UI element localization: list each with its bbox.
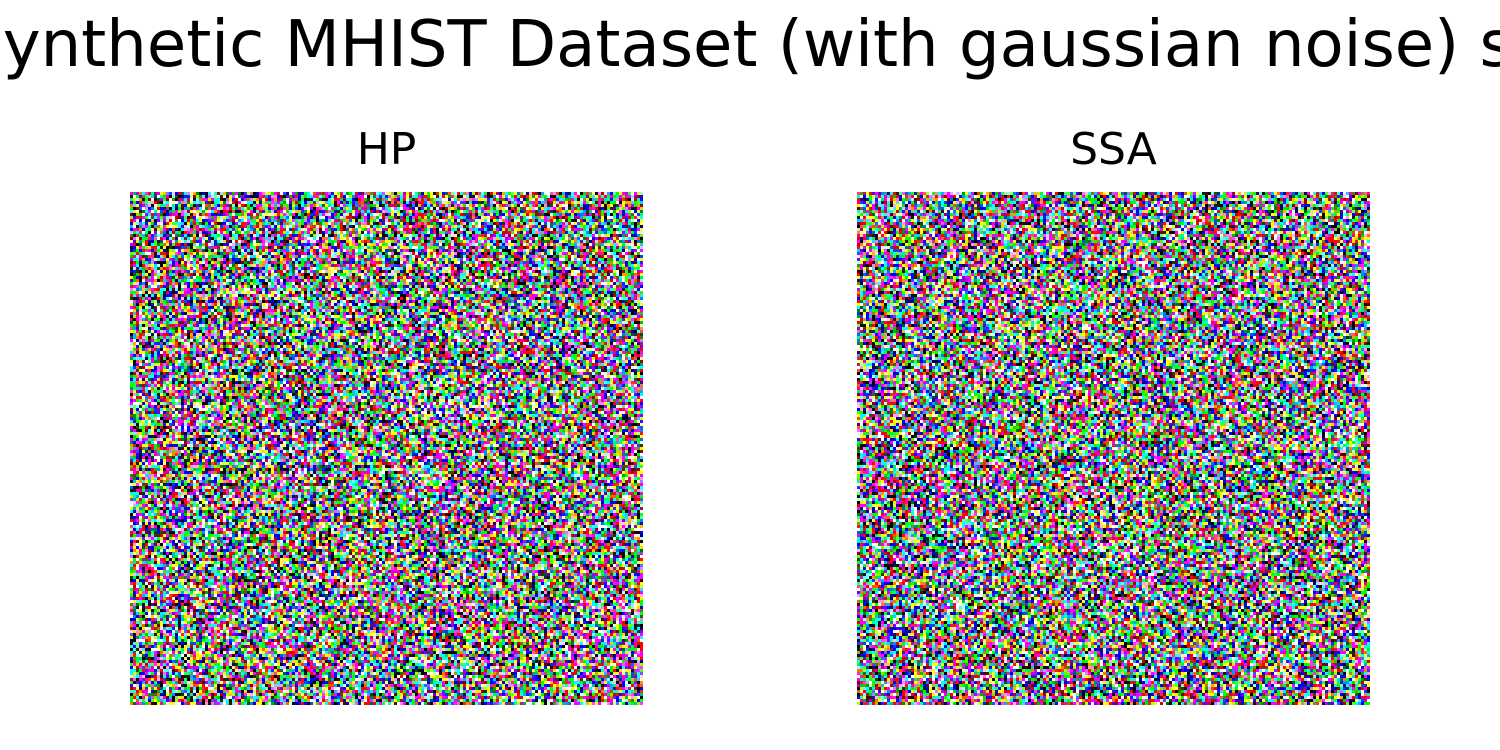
noise-image-hp — [130, 192, 643, 705]
panel-title-ssa: SSA — [1070, 124, 1157, 175]
noise-image-ssa — [857, 192, 1370, 705]
panel-hp: HP — [130, 120, 643, 705]
panel-ssa: SSA — [857, 120, 1370, 705]
figure-title: Synthetic MHIST Dataset (with gaussian n… — [0, 8, 1500, 82]
panel-title-hp: HP — [356, 124, 417, 175]
